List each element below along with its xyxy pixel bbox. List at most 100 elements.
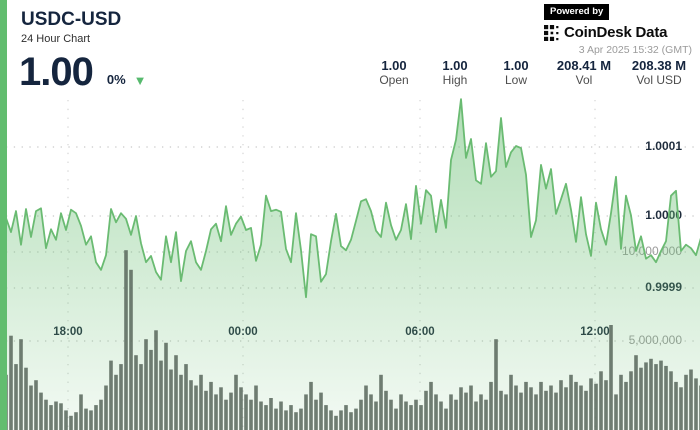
volume-bar [544, 390, 548, 430]
volume-bar [54, 401, 58, 430]
volume-bar [599, 371, 603, 430]
volume-bar [619, 374, 623, 430]
volume-bar [289, 405, 293, 430]
volume-bar [319, 392, 323, 430]
volume-bar [79, 394, 83, 430]
volume-bar [654, 364, 658, 430]
volume-bar [284, 410, 288, 430]
volume-bar [509, 374, 513, 430]
volume-bar [259, 401, 263, 430]
coindesk-mark-icon [544, 24, 559, 41]
volume-bar [264, 405, 268, 430]
volume-bar [299, 408, 303, 430]
volume-bar [14, 364, 18, 430]
volume-bar [249, 399, 253, 430]
stat-vol-value: 208.41 M [556, 58, 612, 73]
price-line [5, 98, 700, 299]
volume-bar [644, 362, 648, 430]
volume-bar [594, 383, 598, 430]
volume-bar [569, 374, 573, 430]
volume-bar [574, 381, 578, 430]
volume-bar [239, 387, 243, 430]
volume-bar [139, 364, 143, 430]
volume-bar [224, 399, 228, 430]
stat-vol-usd: 208.38 M Vol USD [626, 58, 692, 88]
volume-bar [174, 355, 178, 430]
volume-bar [639, 367, 643, 430]
pair-title: USDC-USD [21, 9, 122, 30]
price-down-arrow-icon: ▼ [133, 73, 147, 88]
volume-bar [589, 378, 593, 430]
coindesk-logo-text: CoinDesk Data [564, 24, 668, 41]
volume-bar [104, 385, 108, 430]
volume-bar [444, 408, 448, 430]
volume-bar [469, 385, 473, 430]
chart-timestamp: 3 Apr 2025 15:32 (GMT) [578, 44, 692, 56]
volume-bar [159, 360, 163, 430]
volume-bar [294, 412, 298, 430]
volume-bar [409, 405, 413, 430]
volume-bar [394, 408, 398, 430]
volume-bar [144, 339, 148, 430]
volume-bar [579, 385, 583, 430]
volume-bar [359, 399, 363, 430]
ohlc-stats-row: 1.00 Open 1.00 High 1.00 Low 208.41 M Vo… [359, 58, 692, 88]
powered-by-badge: Powered by [544, 4, 610, 20]
volume-bar [549, 385, 553, 430]
volume-bar [269, 398, 273, 430]
volume-bar [539, 381, 543, 430]
volume-bar [584, 390, 588, 430]
price-change-percent: 0% [106, 72, 126, 87]
stat-low: 1.00 Low [490, 58, 542, 88]
volume-bar [274, 408, 278, 430]
current-price: 1.00 [19, 50, 94, 94]
volume-bar [404, 401, 408, 430]
volume-bar [514, 385, 518, 430]
volume-bar [179, 374, 183, 430]
stat-low-label: Low [504, 73, 527, 87]
volume-bar [154, 330, 158, 430]
stat-vol-usd-label: Vol USD [636, 73, 682, 87]
volume-bar [384, 390, 388, 430]
volume-bar [39, 392, 43, 430]
brand-block: Powered by CoinDesk Data 3 Apr 2025 15:3… [544, 4, 692, 56]
volume-bar [99, 399, 103, 430]
volume-bar [369, 394, 373, 430]
stat-low-value: 1.00 [503, 58, 529, 73]
volume-bar [379, 374, 383, 430]
volume-bar [49, 405, 53, 430]
volume-bar [199, 374, 203, 430]
volume-bar [364, 385, 368, 430]
volume-bar [519, 392, 523, 430]
volume-bar [609, 325, 613, 430]
volume-bar [189, 380, 193, 430]
stat-open: 1.00 Open [368, 58, 420, 88]
stat-vol-label: Vol [575, 73, 593, 87]
volume-bar [59, 403, 63, 430]
volume-bar [499, 390, 503, 430]
volume-bar [164, 342, 168, 430]
volume-bar [64, 410, 68, 430]
volume-bar [204, 390, 208, 430]
stat-vol-usd-value: 208.38 M [631, 58, 687, 73]
volume-bar [244, 394, 248, 430]
volume-bar [234, 374, 238, 430]
volume-bar [389, 399, 393, 430]
volume-bar [474, 401, 478, 430]
volume-bar [604, 380, 608, 430]
volume-bar [629, 371, 633, 430]
volume-bar [464, 392, 468, 430]
coindesk-data-logo[interactable]: CoinDesk Data [544, 24, 667, 41]
volume-bar [74, 412, 78, 430]
volume-bar [679, 387, 683, 430]
volume-bar [89, 410, 93, 430]
volume-bar [9, 335, 13, 430]
volume-bar [229, 392, 233, 430]
volume-bar [419, 405, 423, 430]
volume-bar [399, 394, 403, 430]
volume-bar [424, 390, 428, 430]
volume-bar [374, 401, 378, 430]
volume-bar [119, 364, 123, 430]
stat-open-label: Open [379, 73, 409, 87]
